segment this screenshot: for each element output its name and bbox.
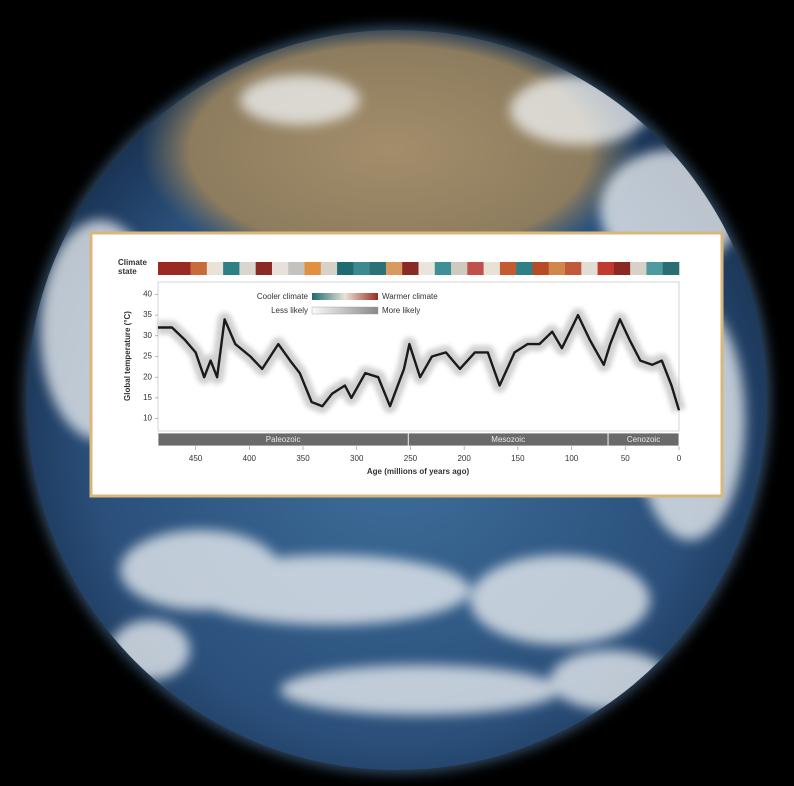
climate-state-segment <box>630 262 647 275</box>
legend-temp-gradient <box>312 293 378 300</box>
climate-state-segment <box>304 262 322 275</box>
era-label: Cenozoic <box>627 435 660 444</box>
climate-state-segment <box>158 262 175 275</box>
climate-state-segment <box>190 262 208 275</box>
climate-state-segment <box>581 262 598 275</box>
era-label: Mesozoic <box>491 435 525 444</box>
climate-state-segment <box>206 262 224 275</box>
climate-state-segment <box>532 262 550 275</box>
climate-state-segment <box>223 262 240 275</box>
x-tick-label: 150 <box>511 454 525 463</box>
y-tick-label: 25 <box>143 352 152 361</box>
era-label: Paleozoic <box>266 435 301 444</box>
legend-label: More likely <box>382 306 420 315</box>
y-tick-label: 35 <box>143 310 152 319</box>
climate-state-segment <box>353 262 370 275</box>
y-tick-label: 20 <box>143 372 152 381</box>
x-tick-label: 300 <box>350 454 364 463</box>
climate-state-segment <box>613 262 631 275</box>
climate-state-segment <box>565 262 582 275</box>
x-tick-label: 200 <box>457 454 471 463</box>
y-axis-title: Global temperature (°C) <box>123 311 132 401</box>
x-tick-label: 0 <box>677 454 682 463</box>
legend-likelihood-gradient <box>311 306 379 315</box>
climate-state-segment <box>467 262 484 275</box>
climate-state-segment <box>174 262 191 275</box>
y-tick-label: 40 <box>143 290 152 299</box>
x-tick-label: 100 <box>565 454 579 463</box>
legend-label: Less likely <box>271 306 308 315</box>
legend-label: Warmer climate <box>382 292 438 301</box>
climate-state-segment <box>646 262 664 275</box>
legend-label: Cooler climate <box>257 292 309 301</box>
climate-state-segment <box>516 262 533 275</box>
x-tick-label: 350 <box>296 454 310 463</box>
x-tick-label: 50 <box>621 454 630 463</box>
temperature-line <box>158 313 681 411</box>
climate-state-segment <box>451 262 468 275</box>
climate-state-segment <box>369 262 387 275</box>
x-axis-title: Age (millions of years ago) <box>367 467 470 476</box>
climate-state-segment <box>402 262 419 275</box>
climate-state-segment <box>499 262 517 275</box>
climate-state-segment <box>288 262 305 275</box>
climate-state-segment <box>271 262 289 275</box>
x-tick-label: 250 <box>404 454 418 463</box>
climate-state-segment <box>418 262 436 275</box>
y-tick-label: 10 <box>143 414 152 423</box>
climate-state-segment <box>434 262 452 275</box>
y-tick-label: 30 <box>143 331 152 340</box>
x-tick-label: 450 <box>189 454 203 463</box>
y-tick-label: 15 <box>143 393 152 402</box>
climate-state-segment <box>662 262 680 275</box>
era-band <box>607 432 680 447</box>
climate-state-segment <box>337 262 354 275</box>
climate-state-segment <box>239 262 256 275</box>
x-tick-label: 400 <box>243 454 257 463</box>
climate-state-segment <box>548 262 566 275</box>
climate-state-segment <box>483 262 501 275</box>
climate-state-label: Climate state <box>118 258 147 276</box>
climate-state-segment <box>597 262 615 275</box>
climate-state-segment <box>385 262 403 275</box>
climate-state-segment <box>255 262 273 275</box>
climate-state-segment <box>320 262 338 275</box>
